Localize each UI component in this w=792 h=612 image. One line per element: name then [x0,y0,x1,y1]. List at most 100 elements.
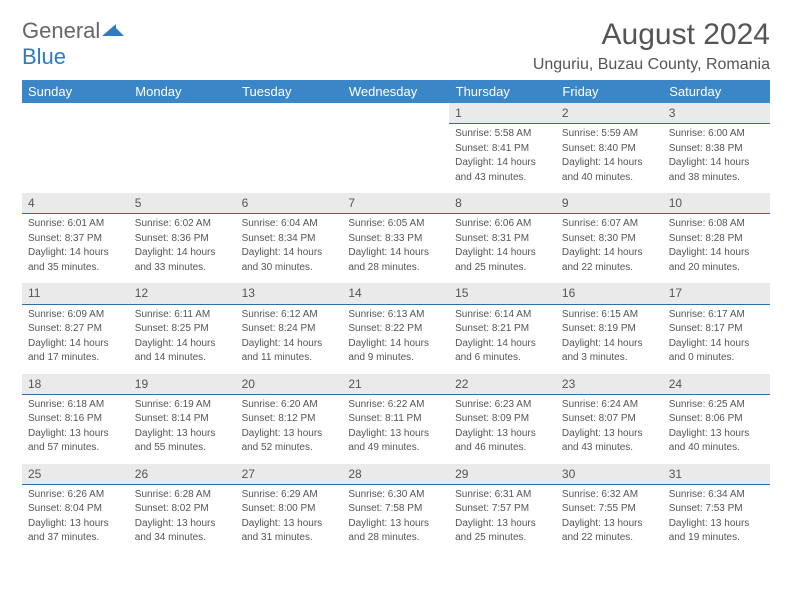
day-detail: Sunset: 8:25 PM [135,322,230,336]
day-detail: Sunset: 8:21 PM [455,322,550,336]
day-detail: Sunset: 8:16 PM [28,412,123,426]
day-detail: and 22 minutes. [562,261,657,275]
day-number: 27 [236,464,343,485]
day-detail: Sunset: 8:14 PM [135,412,230,426]
day-detail: Daylight: 14 hours [669,156,764,170]
day-detail: Daylight: 14 hours [455,246,550,260]
day-detail: Sunset: 8:36 PM [135,232,230,246]
day-number [342,103,449,124]
day-cell: Sunrise: 6:30 AMSunset: 7:58 PMDaylight:… [342,484,449,554]
day-detail: Sunrise: 6:08 AM [669,217,764,231]
day-detail: and 11 minutes. [242,351,337,365]
day-detail: Sunset: 8:12 PM [242,412,337,426]
day-number: 18 [22,374,129,395]
day-cell: Sunrise: 6:01 AMSunset: 8:37 PMDaylight:… [22,214,129,284]
day-detail: Sunrise: 6:30 AM [348,488,443,502]
day-detail: Sunset: 7:55 PM [562,502,657,516]
logo: General Blue [22,18,124,70]
day-content-row: Sunrise: 5:58 AMSunset: 8:41 PM Daylight:… [22,124,770,194]
day-detail: and 43 minutes. [562,441,657,455]
day-detail: Daylight: 14 hours [135,246,230,260]
day-cell: Sunrise: 6:34 AMSunset: 7:53 PMDaylight:… [663,484,770,554]
day-detail: Daylight: 14 hours [455,337,550,351]
day-cell [342,124,449,194]
day-detail: Sunrise: 6:06 AM [455,217,550,231]
day-detail: Sunrise: 6:22 AM [348,398,443,412]
day-detail: Sunset: 8:17 PM [669,322,764,336]
weekday-header: Thursday [449,80,556,103]
day-number: 1 [449,103,556,124]
day-detail: Sunrise: 6:12 AM [242,308,337,322]
day-number: 10 [663,193,770,214]
day-detail: and 14 minutes. [135,351,230,365]
day-detail: Sunrise: 6:31 AM [455,488,550,502]
weekday-header-row: SundayMondayTuesdayWednesdayThursdayFrid… [22,80,770,103]
day-number-row: 45678910 [22,193,770,214]
day-detail: Sunrise: 6:01 AM [28,217,123,231]
day-detail: and 31 minutes. [242,531,337,545]
day-detail: Sunset: 8:41 PM [455,142,550,156]
day-detail: Sunset: 8:11 PM [348,412,443,426]
day-cell [236,124,343,194]
day-detail: and 25 minutes. [455,261,550,275]
day-detail: and 19 minutes. [669,531,764,545]
day-detail: Sunrise: 6:34 AM [669,488,764,502]
weekday-header: Tuesday [236,80,343,103]
day-detail: and 49 minutes. [348,441,443,455]
day-detail: Sunset: 8:40 PM [562,142,657,156]
day-detail: Daylight: 13 hours [455,427,550,441]
day-detail: Daylight: 13 hours [455,517,550,531]
day-detail: Daylight: 14 hours [242,246,337,260]
day-detail: Sunset: 7:58 PM [348,502,443,516]
weekday-header: Friday [556,80,663,103]
day-detail: Daylight: 13 hours [669,427,764,441]
day-cell [129,124,236,194]
day-detail: Sunset: 8:07 PM [562,412,657,426]
day-detail: Daylight: 13 hours [348,427,443,441]
day-detail: Sunset: 8:19 PM [562,322,657,336]
weekday-header: Wednesday [342,80,449,103]
day-detail: Sunrise: 5:58 AM [455,127,550,141]
day-detail: and 52 minutes. [242,441,337,455]
day-content-row: Sunrise: 6:18 AMSunset: 8:16 PM Daylight:… [22,394,770,464]
day-cell: Sunrise: 6:22 AMSunset: 8:11 PMDaylight:… [342,394,449,464]
day-cell: Sunrise: 6:23 AMSunset: 8:09 PMDaylight:… [449,394,556,464]
day-detail: Sunrise: 6:28 AM [135,488,230,502]
month-title: August 2024 [533,18,770,52]
day-number: 5 [129,193,236,214]
day-detail: Daylight: 14 hours [348,337,443,351]
day-detail: Daylight: 14 hours [242,337,337,351]
day-detail: Sunrise: 6:25 AM [669,398,764,412]
day-detail: and 3 minutes. [562,351,657,365]
day-detail: Sunset: 7:57 PM [455,502,550,516]
day-detail: and 28 minutes. [348,531,443,545]
weekday-header: Monday [129,80,236,103]
day-cell: Sunrise: 6:00 AMSunset: 8:38 PMDaylight:… [663,124,770,194]
day-detail: Daylight: 14 hours [348,246,443,260]
day-cell: Sunrise: 6:31 AMSunset: 7:57 PMDaylight:… [449,484,556,554]
day-cell: Sunrise: 6:13 AMSunset: 8:22 PMDaylight:… [342,304,449,374]
day-detail: Sunset: 8:38 PM [669,142,764,156]
day-detail: and 38 minutes. [669,171,764,185]
day-detail: and 43 minutes. [455,171,550,185]
day-detail: Sunset: 8:06 PM [669,412,764,426]
day-detail: Sunrise: 6:18 AM [28,398,123,412]
day-number: 31 [663,464,770,485]
day-cell: Sunrise: 6:19 AMSunset: 8:14 PMDaylight:… [129,394,236,464]
day-detail: and 34 minutes. [135,531,230,545]
day-cell: Sunrise: 6:15 AMSunset: 8:19 PMDaylight:… [556,304,663,374]
day-detail: Sunset: 8:09 PM [455,412,550,426]
day-cell: Sunrise: 5:58 AMSunset: 8:41 PMDaylight:… [449,124,556,194]
day-detail: Sunrise: 6:17 AM [669,308,764,322]
day-detail: and 20 minutes. [669,261,764,275]
day-detail: Sunrise: 6:02 AM [135,217,230,231]
day-detail: and 46 minutes. [455,441,550,455]
day-detail: Daylight: 13 hours [669,517,764,531]
day-number: 12 [129,283,236,304]
day-detail: Sunrise: 6:26 AM [28,488,123,502]
day-number: 2 [556,103,663,124]
day-content-row: Sunrise: 6:09 AMSunset: 8:27 PMDaylight:… [22,304,770,374]
day-cell: Sunrise: 6:06 AMSunset: 8:31 PMDaylight:… [449,214,556,284]
day-number: 24 [663,374,770,395]
day-number-row: 25262728293031 [22,464,770,485]
